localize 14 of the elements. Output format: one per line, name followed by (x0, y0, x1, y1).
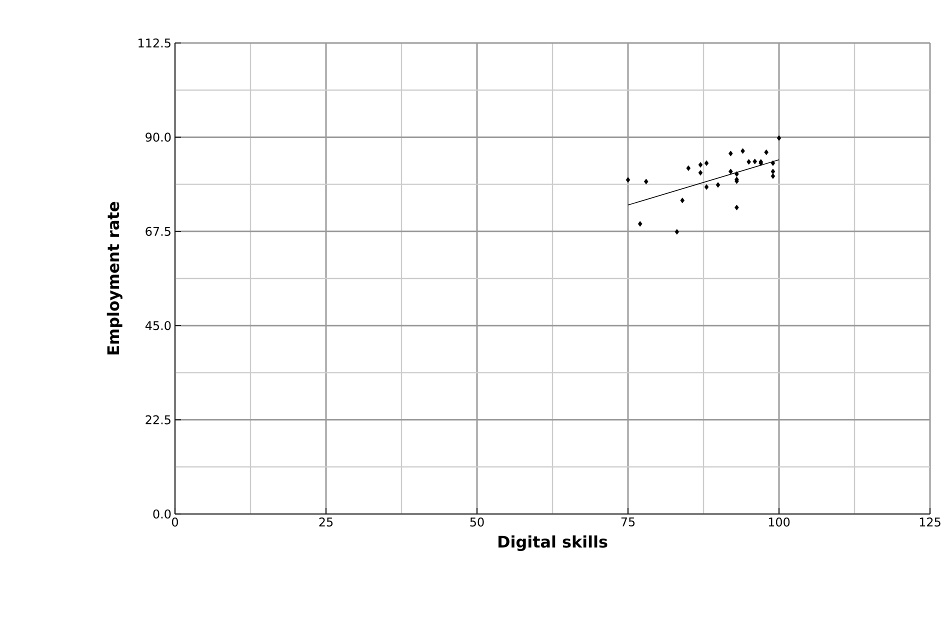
y-tick-label: 22.5 (146, 415, 170, 424)
x-tick-label: 50 (470, 518, 484, 527)
y-tick-label: 112.5 (138, 38, 170, 48)
y-axis-title: Employment rate (106, 202, 122, 354)
y-tick-label: 67.5 (146, 226, 170, 236)
y-tick-label: 0.0 (153, 509, 171, 519)
x-tick-label: 25 (319, 518, 333, 527)
x-tick-label: 0 (172, 518, 178, 527)
y-tick-label: 90.0 (146, 132, 171, 142)
x-tick-label: 125 (920, 518, 940, 527)
x-tick-label: 75 (621, 518, 635, 526)
y-tick-label: 45.0 (145, 321, 171, 330)
x-tick-label: 100 (768, 518, 790, 527)
x-axis-title: Digital skills (498, 535, 608, 551)
